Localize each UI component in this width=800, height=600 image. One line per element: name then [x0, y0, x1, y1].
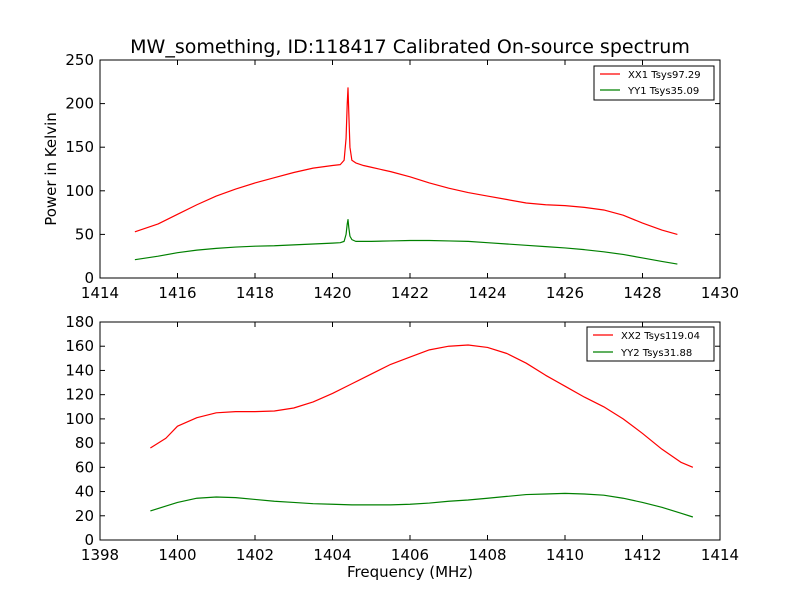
- bottom-series-line-xx2: [150, 344, 694, 468]
- top-y-tick-label: 250: [65, 51, 94, 69]
- bottom-x-tick-label: 1406: [391, 546, 429, 564]
- top-x-tick-label: 1414: [81, 284, 119, 302]
- bottom-series-layer: [150, 344, 694, 518]
- bottom-x-tick-label: 1412: [623, 546, 661, 564]
- top-y-axis-label: Power in Kelvin: [42, 112, 60, 226]
- top-x-tick-label: 1420: [313, 284, 351, 302]
- bottom-ticks-layer: 1398 1400 1402 1404 1406 1408 1410 1412 1414 0 20 4…: [65, 313, 739, 564]
- top-series-line-xx1: [134, 87, 678, 235]
- bottom-x-tick-label: 1408: [468, 546, 506, 564]
- top-panel: 1414 1416 1418 1420 1422 1424 1426 1428 1430 0 50 1…: [42, 51, 739, 302]
- top-y-tick-label: 0: [84, 269, 94, 287]
- top-x-tick-label: 1424: [468, 284, 506, 302]
- bottom-x-tick-label: 1400: [158, 546, 196, 564]
- top-y-tick-label: 50: [75, 225, 94, 243]
- bottom-legend-label-xx2: XX2 Tsys119.04: [621, 331, 700, 342]
- bottom-y-tick-label: 80: [75, 434, 94, 452]
- bottom-y-tick-label: 160: [65, 337, 94, 355]
- top-series-layer: [134, 87, 678, 265]
- bottom-panel: 1398 1400 1402 1404 1406 1408 1410 1412 1414 0 20 4…: [65, 313, 739, 581]
- bottom-x-axis-label: Frequency (MHz): [347, 563, 473, 581]
- top-x-tick-label: 1430: [701, 284, 739, 302]
- top-ticks-layer: 1414 1416 1418 1420 1422 1424 1426 1428 1430 0 50 1…: [65, 51, 739, 302]
- bottom-legend-box: [586, 326, 715, 362]
- bottom-y-tick-label: 20: [75, 507, 94, 525]
- bottom-x-tick-label: 1402: [236, 546, 274, 564]
- top-y-tick-label: 150: [65, 138, 94, 156]
- top-y-tick-label: 100: [65, 182, 94, 200]
- bottom-y-tick-label: 100: [65, 410, 94, 428]
- top-x-tick-label: 1428: [623, 284, 661, 302]
- top-legend-label-yy1: YY1 Tsys35.09: [627, 86, 699, 97]
- bottom-y-tick-label: 60: [75, 458, 94, 476]
- bottom-y-tick-label: 0: [84, 531, 94, 549]
- bottom-legend-label-yy2: YY2 Tsys31.88: [620, 348, 692, 359]
- bottom-x-tick-label: 1404: [313, 546, 351, 564]
- top-x-tick-label: 1426: [546, 284, 584, 302]
- top-y-tick-label: 200: [65, 95, 94, 113]
- bottom-x-tick-label: 1398: [81, 546, 119, 564]
- top-legend-label-xx1: XX1 Tsys97.29: [628, 70, 701, 81]
- bottom-y-tick-label: 120: [65, 386, 94, 404]
- bottom-x-tick-label: 1410: [546, 546, 584, 564]
- top-legend-box: [593, 65, 715, 101]
- bottom-series-line-yy2: [150, 492, 694, 518]
- top-x-tick-label: 1422: [391, 284, 429, 302]
- top-x-tick-label: 1416: [158, 284, 196, 302]
- top-series-line-yy1: [134, 218, 678, 265]
- bottom-y-tick-label: 40: [75, 483, 94, 501]
- top-legend: XX1 Tsys97.29 YY1 Tsys35.09: [593, 65, 715, 101]
- bottom-y-tick-label: 180: [65, 313, 94, 331]
- bottom-y-tick-label: 140: [65, 361, 94, 379]
- bottom-legend: XX2 Tsys119.04 YY2 Tsys31.88: [586, 326, 715, 362]
- bottom-x-tick-label: 1414: [701, 546, 739, 564]
- figure-title: MW_something, ID:118417 Calibrated On-so…: [130, 36, 690, 58]
- top-x-tick-label: 1418: [236, 284, 274, 302]
